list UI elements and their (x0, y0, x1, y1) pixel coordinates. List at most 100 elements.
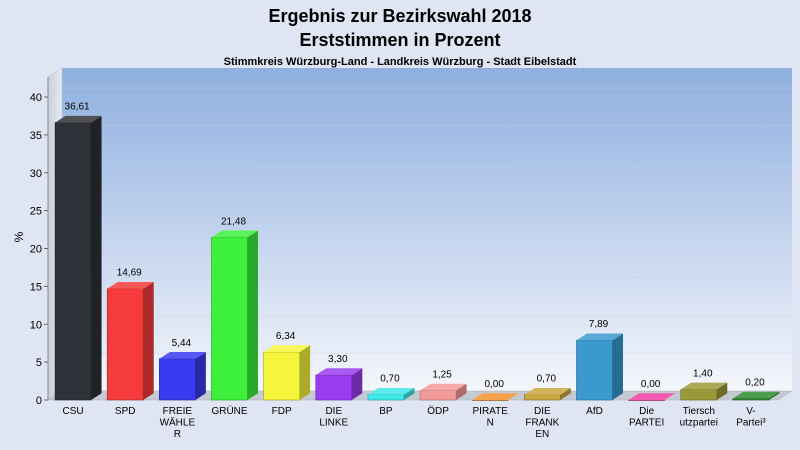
x-tick-label: V-Partei³ (736, 406, 766, 429)
x-tick-label: AfD (586, 406, 603, 417)
bar-front (315, 374, 353, 401)
bar-top (628, 393, 676, 400)
chart-title-line2: Erststimmen in Prozent (299, 30, 500, 50)
bar (211, 230, 258, 401)
y-axis-label: % (12, 231, 26, 242)
bar-front (680, 389, 718, 401)
bar-front (263, 351, 300, 401)
bar-side (560, 387, 571, 400)
bar-top (315, 368, 363, 376)
bar-front (54, 122, 92, 401)
bar-top (524, 387, 571, 395)
bar-front (159, 358, 196, 401)
y-tick-label: 15 (30, 281, 42, 293)
bar-top (107, 281, 154, 289)
bar-value-label: 0,00 (484, 379, 504, 390)
bar-side (299, 345, 311, 400)
bar (367, 387, 415, 401)
gridline (47, 87, 792, 98)
y-tick-label: 25 (30, 206, 42, 218)
x-tick-label: CSU (63, 406, 84, 417)
y-tick-label: 0 (36, 395, 42, 407)
bar-value-label: 5,44 (172, 338, 192, 349)
bar-front (367, 394, 405, 401)
bar-front (576, 339, 613, 401)
y-tick-label: 20 (30, 244, 42, 256)
x-tick-label: DIE FRANK EN (525, 406, 559, 440)
bar-value-label: 7,89 (589, 319, 609, 330)
bar (106, 281, 154, 401)
bar (628, 393, 676, 401)
bar-front (628, 399, 665, 401)
bar-side (456, 383, 467, 400)
x-tick-label: PIRATE N (473, 406, 509, 429)
bar-value-label: 0,70 (380, 374, 400, 385)
x-tick-label: Tiersch utzpartei (680, 406, 718, 429)
bar-value-label: 21,48 (221, 216, 246, 227)
chart-subtitle: Stimmkreis Würzburg-Land - Landkreis Wür… (224, 56, 577, 68)
x-tick-label: DIE LINKE (319, 406, 348, 429)
y-tick-label: 10 (30, 319, 42, 331)
bar-front (419, 390, 457, 401)
y-tick-label: 30 (30, 168, 42, 180)
bar-front (732, 398, 770, 401)
bar-top (680, 382, 728, 390)
x-tick-label: BP (379, 406, 393, 417)
bar-side (612, 333, 623, 400)
bar-value-label: 0,70 (537, 374, 557, 385)
bar-front (211, 236, 248, 401)
bar-value-label: 3,30 (328, 354, 348, 365)
bar (732, 391, 780, 401)
bar-side (716, 382, 728, 400)
bar-side (247, 230, 258, 400)
bar-top (420, 383, 467, 391)
bar (159, 352, 206, 401)
y-tick-label: 5 (36, 357, 42, 369)
plot-area (47, 67, 793, 401)
bar-top (472, 393, 519, 400)
bar-value-label: 0,20 (745, 377, 765, 388)
bar-value-label: 0,00 (641, 379, 661, 390)
bar-top (732, 391, 780, 399)
bar-value-label: 36,61 (65, 102, 90, 113)
x-tick-label: GRÜNE (211, 405, 247, 417)
bar-top (263, 345, 311, 352)
chart-title: Ergebnis zur Bezirkswahl 2018 (268, 6, 531, 26)
x-axis-labels: CSU SPD FREIE WÄHLE R GRÜNE FDP DIE LINKE BP ÖDP PI… (63, 405, 767, 440)
bar (524, 387, 571, 401)
x-tick-label: Die PARTEI (629, 406, 664, 429)
bar-value-label: 6,34 (276, 331, 296, 342)
x-tick-label: FDP (272, 406, 292, 417)
bar-side (91, 115, 102, 400)
bar-top (367, 387, 415, 395)
bar (54, 115, 102, 401)
bars: 36,61 14,69 5,44 21,48 6,34 3,30 0,70 1,25 0,00 0… (54, 102, 780, 401)
bar-front (106, 288, 144, 401)
bar-top (576, 333, 623, 341)
bar (263, 345, 311, 401)
x-tick-label: FREIE WÄHLE R (160, 406, 196, 440)
bar-value-label: 1,25 (432, 370, 452, 381)
bar-side (143, 281, 154, 400)
bar-top (159, 352, 206, 359)
bar (315, 368, 363, 401)
y-tick-label: 35 (30, 130, 42, 142)
bar-front (471, 399, 509, 401)
bar-top (55, 115, 102, 123)
bar-value-label: 14,69 (117, 268, 142, 279)
bar (419, 383, 467, 401)
bar-value-label: 1,40 (693, 368, 713, 379)
bar-top (211, 230, 258, 238)
bar (680, 382, 728, 401)
bar-side (403, 387, 415, 400)
x-tick-label: SPD (115, 406, 136, 417)
x-tick-label: ÖDP (427, 405, 449, 417)
bar-side (768, 391, 780, 400)
y-tick-label: 40 (30, 92, 42, 104)
bar (576, 333, 623, 401)
bar (471, 393, 519, 401)
plot-back-wall (62, 68, 792, 391)
bar-side (195, 352, 206, 400)
bar-side (351, 368, 363, 400)
